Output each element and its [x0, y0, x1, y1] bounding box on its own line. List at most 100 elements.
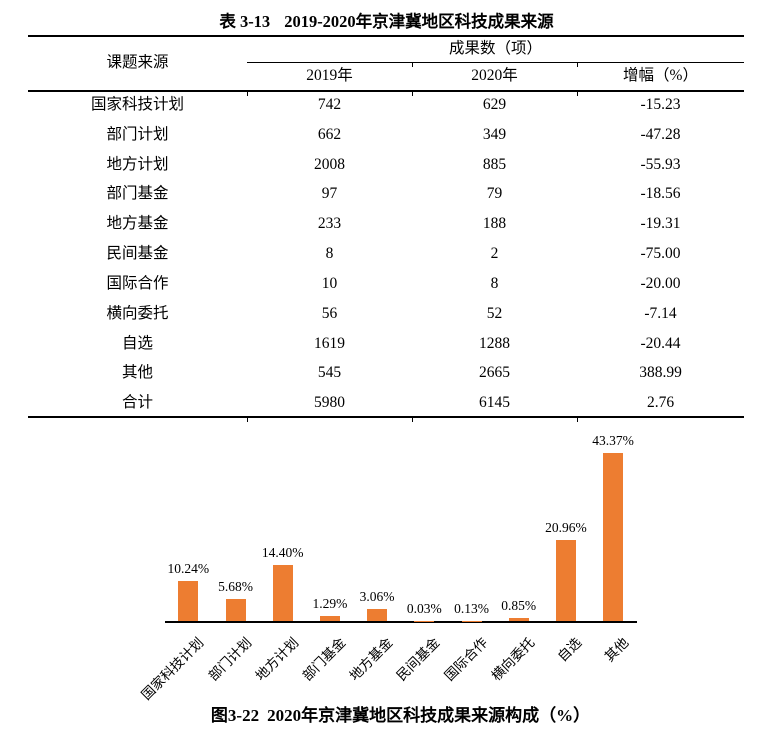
cell-y2019: 10 — [321, 274, 338, 292]
table-caption-text: 2019-2020年京津冀地区科技成果来源 — [284, 12, 554, 31]
column-tick — [576, 418, 578, 422]
cell-source: 部门计划 — [106, 125, 169, 143]
column-tick — [576, 91, 578, 96]
x-axis-label: 民间基金 — [393, 634, 443, 684]
table-row: 部门基金 97 79 -18.56 — [28, 179, 744, 209]
bar-value-label: 1.29% — [312, 596, 348, 611]
cell-growth: -47.28 — [640, 125, 681, 143]
table-row: 地方基金 233 188 -19.31 — [28, 209, 744, 239]
cell-y2019: 1619 — [314, 334, 345, 352]
cell-source: 国际合作 — [106, 274, 169, 292]
cell-y2020: 8 — [490, 274, 499, 292]
cell-y2019: 742 — [317, 96, 342, 113]
cell-source: 其他 — [121, 364, 154, 382]
header-row-source: 课题来源 — [106, 54, 169, 71]
x-axis-label: 横向委托 — [488, 634, 538, 684]
header-group-results: 成果数（项） — [448, 40, 542, 57]
group-header-underline — [247, 62, 744, 63]
table-row: 其他 545 2665 388.99 — [28, 358, 744, 388]
table-row: 部门计划 662 349 -47.28 — [28, 120, 744, 150]
x-axis-label: 地方计划 — [252, 634, 302, 684]
bar-value-label: 0.85% — [501, 597, 537, 613]
cell-y2020: 2 — [490, 245, 499, 263]
x-axis-label: 自选 — [554, 634, 585, 665]
cell-source: 民间基金 — [106, 245, 169, 263]
x-axis-label: 国家科技计划 — [138, 634, 207, 703]
cell-source: 国家科技计划 — [90, 96, 185, 113]
cell-y2020: 885 — [482, 155, 507, 173]
cell-y2020: 79 — [486, 185, 503, 203]
table-bottom-border — [28, 416, 744, 418]
cell-y2019: 5980 — [314, 394, 345, 412]
figure-caption-text: 2020年京津冀地区科技成果来源构成（%） — [267, 706, 591, 725]
x-axis-line — [165, 621, 637, 623]
bar-value-label: 3.06% — [359, 589, 395, 605]
bar-value-label: 43.37% — [592, 433, 634, 449]
table-row: 国家科技计划 742 629 -15.23 — [28, 90, 744, 120]
bar — [555, 539, 576, 621]
table-row: 横向委托 56 52 -7.14 — [28, 299, 744, 329]
cell-source: 横向委托 — [106, 304, 169, 322]
bar — [508, 617, 529, 621]
table-caption: 表 3-13 2019-2020年京津冀地区科技成果来源 — [0, 8, 773, 32]
bar — [603, 453, 624, 621]
cell-source: 自选 — [121, 334, 154, 352]
cell-source: 地方基金 — [106, 215, 169, 233]
cell-growth: -55.93 — [640, 155, 681, 173]
column-tick — [576, 63, 578, 67]
column-tick — [246, 418, 248, 422]
cell-y2020: 629 — [482, 96, 507, 113]
cell-y2020: 2665 — [479, 364, 510, 382]
header-underline — [28, 90, 744, 92]
table-row: 合计 5980 6145 2.76 — [28, 388, 744, 418]
bar-value-label: 10.24% — [167, 561, 210, 577]
column-tick — [411, 418, 413, 422]
bar-chart: 10.24% 国家科技计划 5.68% 部门计划 14.40% 地方计划 1.29% 部门基金… — [0, 430, 773, 703]
header-col-2019: 2019年 — [306, 67, 353, 84]
column-tick — [246, 91, 248, 96]
x-axis-label: 国际合作 — [441, 634, 490, 684]
cell-y2019: 662 — [317, 125, 342, 143]
cell-growth: -20.00 — [640, 274, 681, 292]
table-row: 地方计划 2008 885 -55.93 — [28, 150, 744, 180]
bar-value-label: 0.13% — [454, 600, 489, 616]
bar-value-label: 5.68% — [218, 579, 253, 594]
figure-caption-label: 图3-22 — [210, 706, 260, 725]
cell-source: 部门基金 — [106, 185, 169, 203]
cell-growth: -15.23 — [640, 96, 681, 113]
table-row: 国际合作 10 8 -20.00 — [28, 269, 744, 299]
bar — [225, 599, 246, 621]
bar — [367, 609, 388, 621]
header-col-growth: 增幅（%） — [623, 67, 698, 84]
cell-growth: 2.76 — [646, 394, 675, 412]
cell-y2019: 233 — [317, 215, 342, 233]
table-row: 自选 1619 1288 -20.44 — [28, 329, 744, 359]
column-tick — [411, 91, 413, 96]
table-caption-label: 表 3-13 — [219, 12, 271, 31]
cell-y2020: 6145 — [479, 394, 510, 412]
cell-y2020: 188 — [482, 215, 507, 233]
x-axis-label: 部门基金 — [299, 634, 349, 684]
cell-growth: 388.99 — [639, 364, 682, 382]
bar — [178, 581, 199, 621]
cell-y2019: 8 — [325, 245, 334, 263]
cell-y2020: 1288 — [479, 334, 510, 352]
x-axis-label: 部门计划 — [205, 634, 254, 684]
bar — [461, 620, 482, 621]
cell-growth: -18.56 — [640, 185, 681, 203]
cell-growth: -19.31 — [640, 215, 681, 233]
bar-value-label: 20.96% — [545, 519, 587, 535]
table-row: 民间基金 8 2 -75.00 — [28, 239, 744, 269]
cell-growth: -75.00 — [640, 245, 681, 263]
bar-value-label: 14.40% — [261, 545, 304, 561]
cell-y2019: 97 — [321, 185, 338, 203]
cell-growth: -20.44 — [640, 334, 681, 352]
data-table: 课题来源 成果数（项） 2019年 2020年 增幅（%） 国家科技计划 742 6… — [28, 35, 744, 423]
bar — [319, 616, 340, 621]
table-rows: 国家科技计划 742 629 -15.23 部门计划 662 349 -47.28 地方计划 20… — [28, 90, 744, 418]
figure-caption: 图3-22 2020年京津冀地区科技成果来源构成（%） — [28, 701, 773, 726]
bar-value-label: 0.03% — [406, 600, 442, 616]
column-tick — [411, 63, 413, 67]
cell-y2019: 2008 — [314, 155, 345, 173]
